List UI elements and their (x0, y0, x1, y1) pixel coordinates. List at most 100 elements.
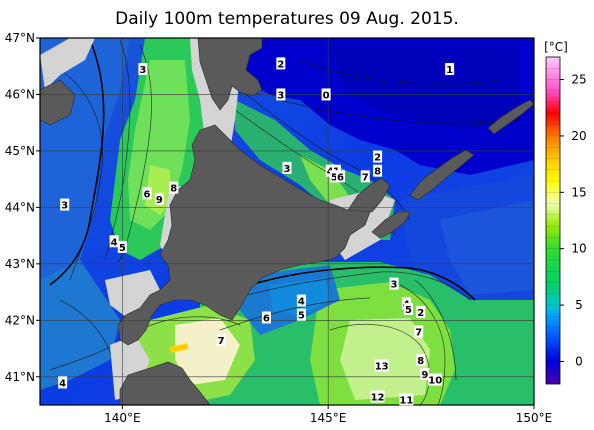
land-hokkaido (117, 124, 371, 346)
contour-label-box (154, 192, 164, 205)
colorbar-tick-label-3: 15 (571, 185, 586, 199)
contour-label-text: 6 (144, 189, 151, 200)
lon-tick-label-2: 150°E (516, 411, 553, 425)
map-field (40, 38, 534, 405)
colorbar-ramp (545, 56, 561, 385)
contour-label-box (389, 277, 399, 290)
land-primorye (40, 79, 76, 126)
contour-label-box (321, 88, 331, 101)
contour-label-box (416, 353, 426, 366)
contour-label-text: 3 (391, 280, 398, 291)
contour-label-text: 8 (374, 167, 381, 178)
bold-contours (49, 39, 476, 301)
contour-label-25: 2 (416, 305, 426, 319)
latitude-axis: 47°N 46°N 45°N 44°N 43°N 42°N 41°N (5, 31, 40, 384)
contour-label-5: 2 (373, 150, 383, 164)
contour-label-6: 3 (282, 161, 292, 175)
contour-label-21: 5 (296, 308, 306, 322)
contour-label-box (336, 170, 346, 183)
contour-label-16: 8 (169, 181, 179, 195)
contour-label-28: 8 (416, 353, 426, 367)
contour-label-14: 6 (142, 187, 152, 200)
pacific-warm-eddy-core (340, 318, 430, 400)
contour-label-text: 8 (417, 356, 424, 367)
contour-label-text: 6 (263, 313, 270, 324)
contour-label-31: 10 (428, 373, 443, 387)
contour-label-text: 5 (405, 305, 412, 316)
contour-label-text: 8 (170, 184, 177, 195)
contour-label-32: 12 (370, 390, 385, 404)
contour-label-box (296, 294, 306, 307)
contour-label-text: 13 (375, 361, 389, 372)
warm-spot-patch (169, 343, 189, 353)
contour-label-text: 1 (446, 65, 453, 76)
contour-label-box (370, 390, 385, 403)
contour-label-text: 11 (399, 395, 413, 406)
contour-label-box (403, 303, 413, 316)
contour-label-27: 7 (216, 334, 226, 347)
contour-label-34: 4 (58, 376, 68, 389)
colorbar (545, 56, 561, 385)
contour-label-box (282, 161, 292, 174)
land-shiretoko (347, 177, 391, 213)
contour-label-1: 2 (276, 57, 286, 70)
colorbar-ticks: 0 5 10 15 20 25 (560, 73, 587, 368)
contour-label-text: 2 (374, 153, 381, 164)
lat-tick-label-6: 41°N (5, 370, 35, 384)
contour-label-text: 3 (61, 201, 68, 212)
contour-label-box (169, 181, 179, 194)
lat-tick-label-2: 45°N (5, 144, 35, 158)
contour-label-box (60, 198, 70, 211)
contour-label-4: 1 (445, 63, 455, 76)
contour-label-15: 9 (154, 192, 164, 206)
contour-label-13: 3 (60, 198, 70, 212)
contour-label-box (374, 359, 389, 372)
contour-label-box (142, 187, 152, 200)
lon-tick-label-0: 140°E (104, 411, 141, 425)
contour-label-text: 2 (277, 59, 284, 70)
contour-label-box (261, 311, 271, 324)
contour-label-text: 10 (428, 376, 442, 387)
pacific-north-cold (440, 200, 534, 295)
contour-label-33: 11 (399, 393, 414, 406)
contour-label-box (117, 240, 127, 253)
contour-label-text: 5 (298, 311, 305, 322)
contour-label-text: 5 (119, 243, 126, 254)
colorbar-tick-label-5: 25 (571, 73, 586, 87)
contour-label-box (445, 63, 455, 76)
lon-tick-label-1: 145°E (310, 411, 347, 425)
contour-label-30: 9 (420, 367, 430, 381)
no-data-shelf-tsugaru (110, 335, 150, 400)
contour-label-24: 5 (403, 303, 413, 316)
land-sakhalin (197, 38, 263, 111)
contour-label-text: 4 (298, 297, 305, 308)
contour-label-box (428, 373, 443, 386)
lat-tick-label-1: 46°N (5, 87, 35, 101)
contour-label-text: 4 (59, 378, 66, 389)
contour-label-box (296, 308, 306, 321)
land-urup (487, 99, 534, 135)
lat-lon-grid (40, 38, 534, 405)
contour-label-box (414, 325, 424, 338)
contour-label-12: 8 (373, 164, 383, 178)
contour-label-text: 7 (218, 336, 225, 347)
colorbar-tick-label-0: 0 (575, 354, 583, 368)
map-frame (39, 37, 535, 406)
land-honshu (119, 361, 211, 405)
contour-label-box (399, 393, 414, 406)
contour-label-2: 3 (276, 88, 286, 101)
contour-label-text: 5 (331, 172, 338, 183)
land (40, 38, 534, 405)
lat-tick-label-4: 43°N (5, 257, 35, 271)
contour-label-0: 3 (138, 63, 148, 76)
contour-label-29: 13 (374, 359, 389, 372)
contour-label-text: 6 (337, 172, 344, 183)
contour-label-layer: 323012341567836984534564527781391012114 (58, 57, 455, 406)
contour-label-box (416, 305, 426, 318)
contour-label-box (58, 376, 68, 389)
contour-label-box (373, 150, 383, 163)
contour-label-box (276, 57, 286, 70)
contour-label-box (373, 164, 383, 177)
lat-tick-label-3: 44°N (5, 200, 35, 214)
